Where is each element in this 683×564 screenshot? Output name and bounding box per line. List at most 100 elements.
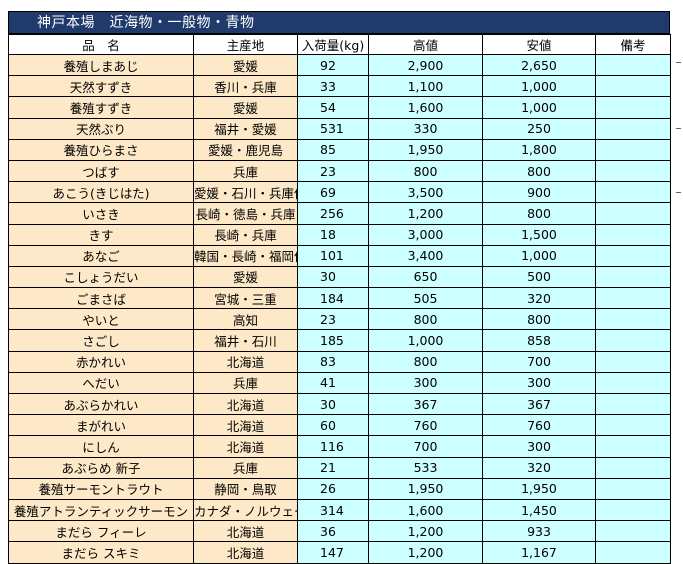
cell-note — [595, 53, 671, 77]
cell-qty: 18 — [297, 223, 369, 246]
cell-low: 1,000 — [482, 75, 596, 98]
cell-qty: 54 — [297, 96, 369, 119]
cell-note — [595, 287, 671, 310]
cell-origin: 愛媛・鹿児島 — [193, 138, 298, 161]
cell-qty: 26 — [297, 477, 369, 500]
cell-origin: 北海道 — [193, 435, 298, 458]
table-row: 天然すずき 香川・兵庫 33 1,100 1,000 — [8, 75, 671, 98]
cell-high: 800 — [368, 159, 483, 183]
cell-name: まだら スキミ — [8, 541, 194, 564]
cell-note — [595, 371, 671, 395]
sheet-title: 神戸本場 近海物・一般物・青物 — [8, 11, 670, 34]
table-row: 養殖サーモントラウト 静岡・鳥取 26 1,950 1,950 — [8, 477, 671, 500]
cell-low: 800 — [482, 159, 596, 183]
cell-note — [595, 244, 671, 267]
table-row: あこう(きじはた) 愛媛・石川・兵庫他 69 3,500 900 — [8, 181, 671, 204]
cell-name: さごし — [8, 329, 194, 352]
cell-note — [595, 477, 671, 500]
cell-note — [595, 223, 671, 246]
table-row: 養殖ひらまさ 愛媛・鹿児島 85 1,950 1,800 — [8, 138, 671, 161]
cell-name: いさき — [8, 202, 194, 225]
cell-name: つばす — [8, 159, 194, 183]
cell-name: こしょうだい — [8, 265, 194, 289]
cell-note — [595, 265, 671, 289]
cell-low: 800 — [482, 308, 596, 331]
cell-note — [595, 435, 671, 458]
cell-qty: 256 — [297, 202, 369, 225]
table-row: へだい 兵庫 41 300 300 — [8, 371, 671, 395]
cell-name: きす — [8, 223, 194, 246]
cell-origin: 北海道 — [193, 392, 298, 416]
cell-low: 1,000 — [482, 96, 596, 119]
cell-name: 養殖アトランティックサーモン — [8, 498, 194, 522]
table-row: あなご 韓国・長崎・福岡他 101 3,400 1,000 — [8, 244, 671, 267]
cell-low: 900 — [482, 181, 596, 204]
table-body: 養殖しまあじ 愛媛 92 2,900 2,650 天然すずき 香川・兵庫 33 1,100 1,0… — [8, 53, 671, 564]
cell-note — [595, 541, 671, 564]
cell-qty: 147 — [297, 541, 369, 564]
cell-high: 3,000 — [368, 223, 483, 246]
cell-high: 1,000 — [368, 329, 483, 352]
cell-note — [595, 138, 671, 161]
price-table: 品 名 主産地 入荷量(kg) 高値 安値 備考 養殖しまあじ 愛媛 92 2,900… — [8, 34, 671, 564]
cell-origin: 北海道 — [193, 350, 298, 373]
cell-note — [595, 350, 671, 373]
table-row: いさき 長崎・徳島・兵庫 256 1,200 800 — [8, 202, 671, 225]
cell-origin: カナダ・ノルウェー — [193, 498, 298, 522]
cell-origin: 北海道 — [193, 541, 298, 564]
cell-qty: 85 — [297, 138, 369, 161]
cell-origin: 兵庫 — [193, 159, 298, 183]
cell-origin: 高知 — [193, 308, 298, 331]
cell-high: 3,400 — [368, 244, 483, 267]
cell-low: 858 — [482, 329, 596, 352]
cell-origin: 宮城・三重 — [193, 287, 298, 310]
cell-origin: 愛媛 — [193, 265, 298, 289]
table-row: さごし 福井・石川 185 1,000 858 — [8, 329, 671, 352]
column-header-name: 品 名 — [8, 34, 194, 55]
cell-qty: 36 — [297, 520, 369, 543]
cell-origin: 兵庫 — [193, 456, 298, 479]
cell-low: 1,950 — [482, 477, 596, 500]
cell-qty: 60 — [297, 414, 369, 437]
cell-qty: 83 — [297, 350, 369, 373]
cell-high: 1,600 — [368, 96, 483, 119]
cell-name: 養殖ひらまさ — [8, 138, 194, 161]
cell-origin: 愛媛 — [193, 96, 298, 119]
cell-origin: 福井・愛媛 — [193, 117, 298, 140]
cell-note — [595, 414, 671, 437]
column-header-origin: 主産地 — [193, 34, 298, 55]
table-row: つばす 兵庫 23 800 800 — [8, 159, 671, 183]
cell-name: まがれい — [8, 414, 194, 437]
cell-high: 760 — [368, 414, 483, 437]
cell-low: 1,500 — [482, 223, 596, 246]
table-row: 養殖しまあじ 愛媛 92 2,900 2,650 — [8, 53, 671, 77]
cell-origin: 北海道 — [193, 520, 298, 543]
cell-note — [595, 75, 671, 98]
table-row: まがれい 北海道 60 760 760 — [8, 414, 671, 437]
cell-qty: 531 — [297, 117, 369, 140]
cell-name: 養殖すずき — [8, 96, 194, 119]
cell-origin: 韓国・長崎・福岡他 — [193, 244, 298, 267]
cell-qty: 21 — [297, 456, 369, 479]
cell-name: 養殖しまあじ — [8, 53, 194, 77]
table-row: 養殖すずき 愛媛 54 1,600 1,000 — [8, 96, 671, 119]
cell-high: 505 — [368, 287, 483, 310]
cell-low: 367 — [482, 392, 596, 416]
cell-note — [595, 520, 671, 543]
table-row: こしょうだい 愛媛 30 650 500 — [8, 265, 671, 289]
cell-name: にしん — [8, 435, 194, 458]
cell-high: 1,600 — [368, 498, 483, 522]
table-row: 天然ぶり 福井・愛媛 531 330 250 — [8, 117, 671, 140]
cell-note — [595, 329, 671, 352]
cell-qty: 92 — [297, 53, 369, 77]
cell-high: 800 — [368, 350, 483, 373]
cell-qty: 101 — [297, 244, 369, 267]
cell-note — [595, 308, 671, 331]
cell-high: 1,200 — [368, 520, 483, 543]
column-header-note: 備考 — [595, 34, 671, 55]
cell-name: 養殖サーモントラウト — [8, 477, 194, 500]
cell-qty: 33 — [297, 75, 369, 98]
cell-origin: 静岡・鳥取 — [193, 477, 298, 500]
cell-name: へだい — [8, 371, 194, 395]
cell-name: あぶらめ 新子 — [8, 456, 194, 479]
